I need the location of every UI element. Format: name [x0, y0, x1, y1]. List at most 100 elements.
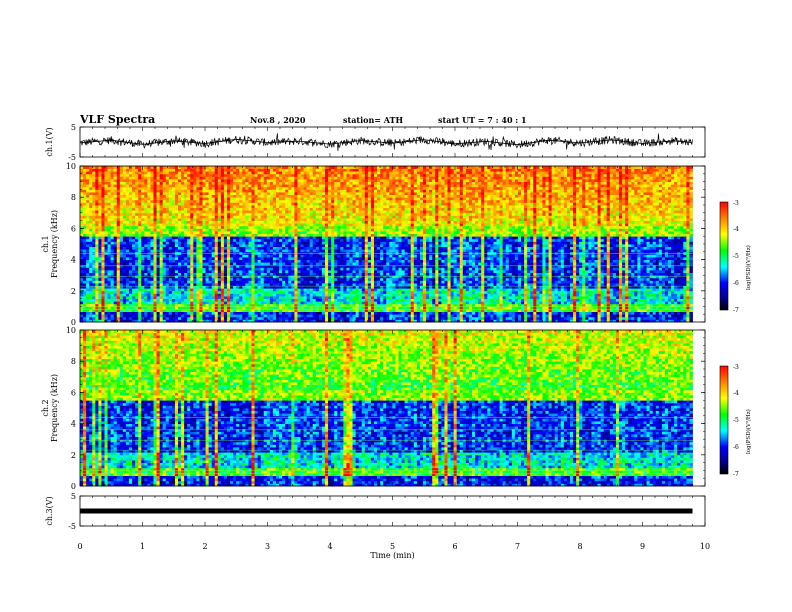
spectrogram-cell	[322, 299, 325, 302]
spectrogram-cell	[227, 299, 230, 302]
spectrogram-cell	[322, 273, 325, 276]
spectrogram-cell	[181, 317, 184, 320]
spectrogram-cell	[270, 291, 273, 294]
spectrogram-cell	[267, 296, 270, 299]
spectrogram-cell	[640, 278, 643, 281]
spectrogram-cell	[448, 299, 451, 302]
spectrogram-cell	[316, 267, 319, 270]
spectrogram-cell	[123, 257, 126, 260]
spectrogram-cell	[530, 314, 533, 317]
spectrogram-cell	[245, 262, 248, 265]
spectrogram-cell	[86, 283, 89, 286]
spectrogram-cell	[252, 317, 255, 320]
spectrogram-cell	[561, 299, 564, 302]
spectrogram-cell	[389, 265, 392, 268]
spectrogram-cell	[653, 291, 656, 294]
spectrogram-cell	[484, 280, 487, 283]
spectrogram-cell	[92, 278, 95, 281]
spectrogram-cell	[444, 260, 447, 263]
spectrogram-cell	[570, 273, 573, 276]
spectrogram-cell	[472, 265, 475, 268]
spectrogram-cell	[533, 299, 536, 302]
spectrogram-cell	[337, 293, 340, 296]
spectrogram-cell	[203, 273, 206, 276]
spectrogram-cell	[622, 288, 625, 291]
spectrogram-cell	[625, 288, 628, 291]
spectrogram-cell	[570, 267, 573, 270]
spectrogram-cell	[86, 296, 89, 299]
spectrogram-cell	[481, 291, 484, 294]
spectrogram-cell	[542, 288, 545, 291]
spectrogram-cell	[362, 291, 365, 294]
spectrogram-cell	[622, 280, 625, 283]
spectrogram-cell	[576, 291, 579, 294]
spectrogram-cell	[331, 317, 334, 320]
spectrogram-cell	[108, 288, 111, 291]
spectrogram-cell	[101, 273, 104, 276]
spectrogram-cell	[150, 260, 153, 263]
spectrogram-cell	[466, 270, 469, 273]
spectrogram-cell	[313, 270, 316, 273]
spectrogram-cell	[451, 267, 454, 270]
spectrogram-cell	[141, 267, 144, 270]
spectrogram-cell	[598, 299, 601, 302]
spectrogram-cell	[552, 267, 555, 270]
spectrogram-cell	[304, 317, 307, 320]
spectrogram-cell	[279, 301, 282, 304]
spectrogram-cell	[497, 267, 500, 270]
spectrogram-cell	[564, 296, 567, 299]
spectrogram-cell	[276, 265, 279, 268]
spectrogram-cell	[273, 314, 276, 317]
spectrogram-cell	[555, 317, 558, 320]
spectrogram-cell	[270, 312, 273, 315]
spectrogram-cell	[92, 280, 95, 283]
spectrogram-cell	[138, 280, 141, 283]
spectrogram-cell	[668, 270, 671, 273]
spectrogram-cell	[98, 262, 101, 265]
spectrogram-cell	[435, 260, 438, 263]
spectrogram-cell	[252, 278, 255, 281]
spectrogram-cell	[539, 273, 542, 276]
spectrogram-cell	[463, 270, 466, 273]
spectrogram-cell	[163, 278, 166, 281]
spectrogram-cell	[264, 267, 267, 270]
spectrogram-cell	[665, 296, 668, 299]
spectrogram-cell	[576, 293, 579, 296]
spectrogram-cell	[399, 278, 402, 281]
spectrogram-cell	[435, 293, 438, 296]
spectrogram-cell	[346, 260, 349, 263]
spectrogram-cell	[432, 312, 435, 315]
spectrogram-cell	[402, 288, 405, 291]
spectrogram-cell	[650, 283, 653, 286]
spectrogram-cell	[209, 314, 212, 317]
spectrogram-cell	[270, 267, 273, 270]
spectrogram-cell	[356, 283, 359, 286]
spectrogram-cell	[524, 262, 527, 265]
spectrogram-cell	[258, 283, 261, 286]
spectrogram-cell	[536, 262, 539, 265]
spectrogram-cell	[297, 273, 300, 276]
spectrogram-cell	[123, 278, 126, 281]
spectrogram-cell	[683, 280, 686, 283]
spectrogram-cell	[466, 280, 469, 283]
spectrogram-cell	[506, 267, 509, 270]
spectrogram-cell	[549, 283, 552, 286]
spectrogram-cell	[297, 299, 300, 302]
spectrogram-cell	[625, 317, 628, 320]
spectrogram-cell	[144, 280, 147, 283]
spectrogram-cell	[154, 291, 157, 294]
spectrogram-cell	[680, 270, 683, 273]
spectrogram-cell	[536, 296, 539, 299]
spectrogram-cell	[527, 262, 530, 265]
spectrogram-cell	[377, 288, 380, 291]
spectrogram-cell	[310, 293, 313, 296]
spectrogram-cell	[111, 293, 114, 296]
spectrogram-cell	[141, 312, 144, 315]
spectrogram-cell	[518, 293, 521, 296]
spectrogram-cell	[490, 265, 493, 268]
spectrogram-cell	[322, 283, 325, 286]
spectrogram-cell	[689, 260, 692, 263]
spectrogram-cell	[356, 273, 359, 276]
spectrogram-cell	[154, 296, 157, 299]
spectrogram-cell	[279, 312, 282, 315]
